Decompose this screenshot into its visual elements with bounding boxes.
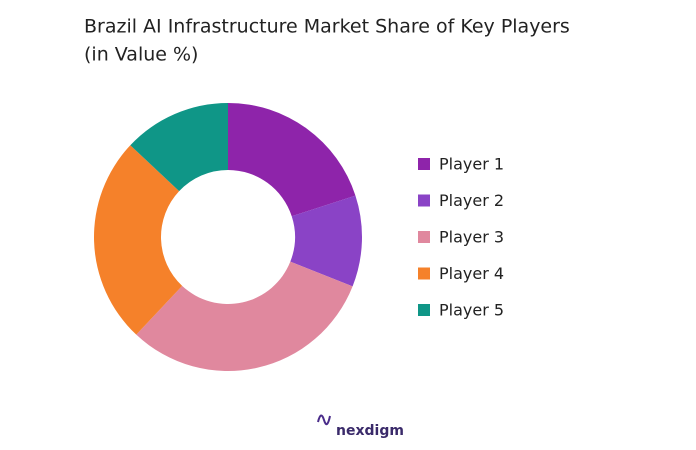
legend-label: Player 1 — [439, 155, 504, 174]
legend-swatch — [418, 231, 430, 243]
logo-icon — [317, 414, 331, 426]
donut-slice — [290, 195, 362, 287]
legend-label: Player 4 — [439, 264, 504, 283]
legend-label: Player 2 — [439, 191, 504, 210]
donut-slice — [228, 103, 356, 217]
legend-label: Player 5 — [439, 301, 504, 320]
chart-title: Brazil AI Infrastructure Market Share of… — [84, 16, 570, 38]
legend-label: Player 3 — [439, 228, 504, 247]
donut-slice — [94, 145, 183, 335]
watermark: nexdigm — [336, 423, 404, 439]
chart-subtitle: (in Value %) — [84, 44, 198, 66]
donut-slice — [136, 261, 353, 371]
legend-swatch — [418, 304, 430, 316]
donut-slice — [130, 103, 228, 192]
legend-swatch — [418, 267, 430, 280]
legend-swatch — [418, 194, 430, 207]
legend-swatch — [418, 158, 430, 170]
